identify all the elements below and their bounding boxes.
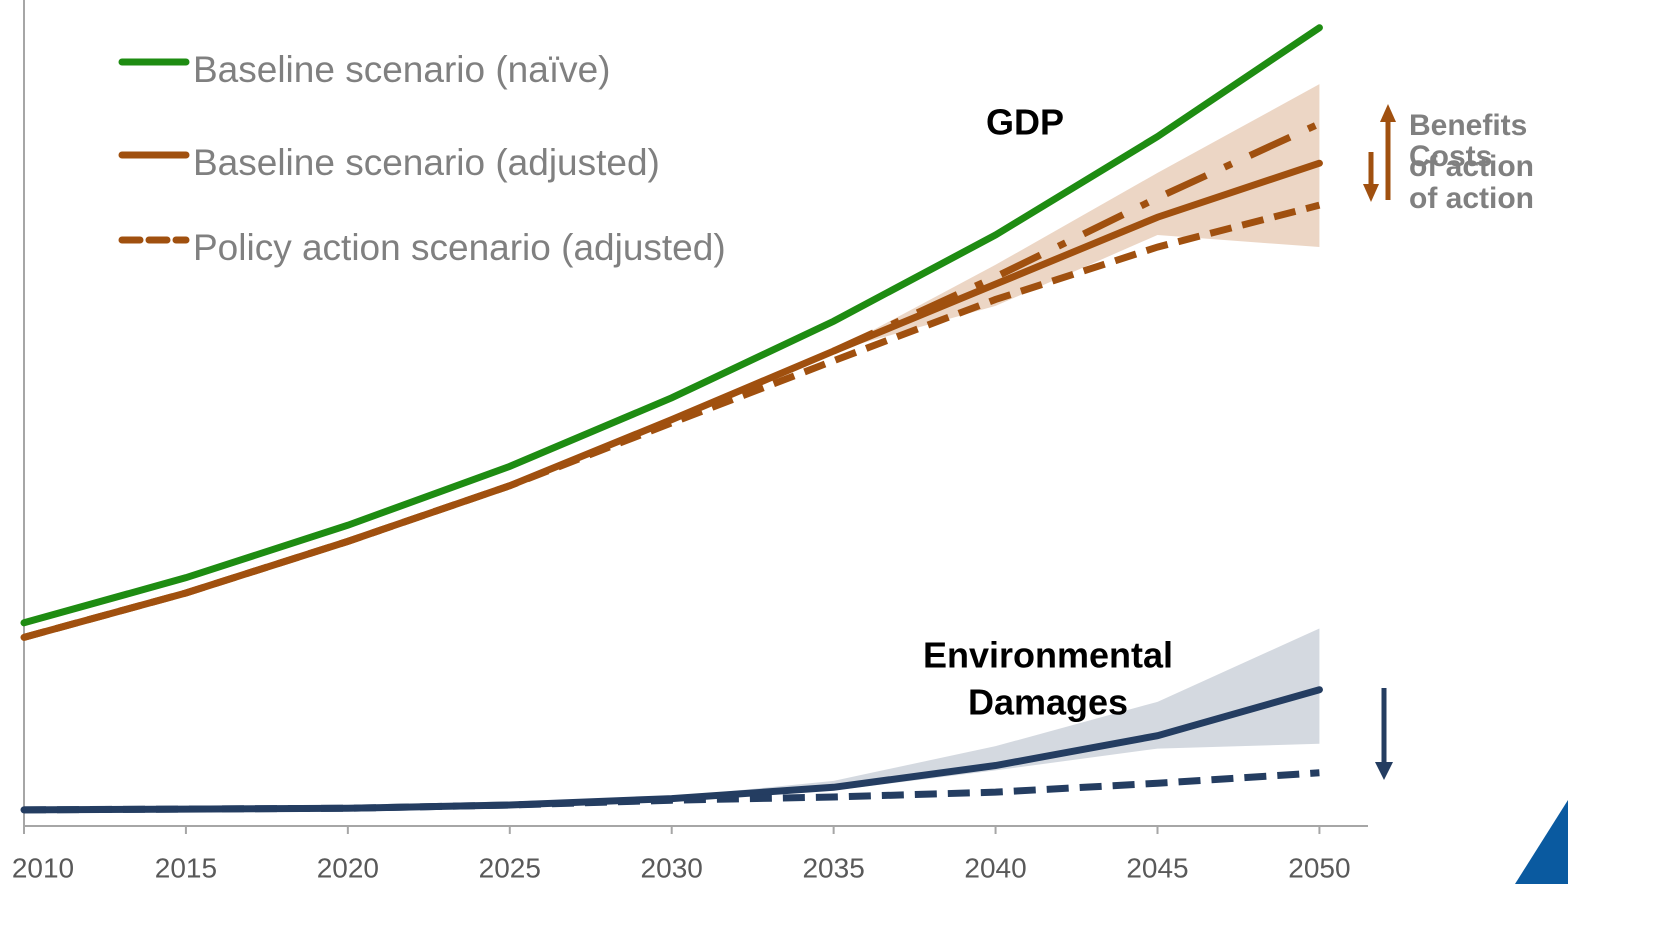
x-tick-label: 2020 (317, 852, 379, 883)
arrow-head (1380, 104, 1396, 122)
arrow-head (1363, 184, 1379, 202)
line (20, 24, 1323, 627)
legend-label: Policy action scenario (adjusted) (193, 227, 726, 268)
legend-label: Baseline scenario (adjusted) (193, 142, 660, 183)
annotation: Damages (968, 682, 1128, 723)
x-tick-label: 2030 (641, 852, 703, 883)
x-tick-label: 2045 (1126, 852, 1188, 883)
x-tick-label: 2035 (802, 852, 864, 883)
x-tick-label: 2050 (1288, 852, 1350, 883)
annotation: of action (1409, 150, 1534, 183)
line (23, 769, 1320, 814)
x-tick-label: 2025 (479, 852, 541, 883)
annotation: of action (1409, 182, 1534, 215)
corner-decoration (1515, 800, 1568, 884)
annotation: GDP (986, 102, 1064, 143)
x-tick-label: 2010 (12, 852, 74, 883)
arrows (1363, 104, 1396, 780)
legend-label: Baseline scenario (naïve) (193, 49, 611, 90)
annotation: Environmental (923, 635, 1173, 676)
x-tick-label: 2040 (964, 852, 1026, 883)
x-tick-label: 2015 (155, 852, 217, 883)
line (23, 201, 1321, 641)
annotation: Benefits (1409, 109, 1527, 142)
line (20, 159, 1323, 641)
uncertainty-band (833, 84, 1320, 352)
annotation: Costs (1409, 140, 1492, 173)
arrow-head (1375, 762, 1393, 780)
